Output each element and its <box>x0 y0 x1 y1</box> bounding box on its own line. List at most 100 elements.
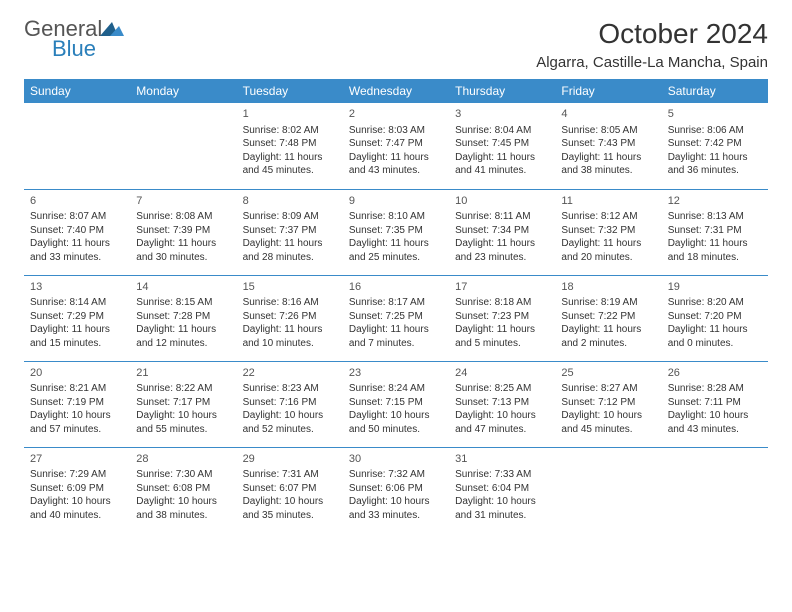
day-cell: 14Sunrise: 8:15 AMSunset: 7:28 PMDayligh… <box>130 275 236 361</box>
day-number: 3 <box>455 107 549 122</box>
day-cell: 12Sunrise: 8:13 AMSunset: 7:31 PMDayligh… <box>662 189 768 275</box>
day-cell: 6Sunrise: 8:07 AMSunset: 7:40 PMDaylight… <box>24 189 130 275</box>
daylight-text: Daylight: 11 hours <box>455 323 549 337</box>
daylight-text: and 47 minutes. <box>455 423 549 437</box>
sunset-text: Sunset: 7:43 PM <box>561 137 655 151</box>
day-header-tuesday: Tuesday <box>237 79 343 103</box>
daylight-text: and 57 minutes. <box>30 423 124 437</box>
daylight-text: and 18 minutes. <box>668 251 762 265</box>
daylight-text: Daylight: 10 hours <box>349 495 443 509</box>
day-number: 15 <box>243 280 337 295</box>
daylight-text: Daylight: 11 hours <box>243 237 337 251</box>
sunset-text: Sunset: 7:39 PM <box>136 224 230 238</box>
day-cell: 30Sunrise: 7:32 AMSunset: 6:06 PMDayligh… <box>343 447 449 533</box>
daylight-text: and 43 minutes. <box>668 423 762 437</box>
day-cell: 18Sunrise: 8:19 AMSunset: 7:22 PMDayligh… <box>555 275 661 361</box>
daylight-text: Daylight: 11 hours <box>561 323 655 337</box>
day-cell: 17Sunrise: 8:18 AMSunset: 7:23 PMDayligh… <box>449 275 555 361</box>
day-number: 27 <box>30 452 124 467</box>
day-cell: 22Sunrise: 8:23 AMSunset: 7:16 PMDayligh… <box>237 361 343 447</box>
daylight-text: and 41 minutes. <box>455 164 549 178</box>
daylight-text: Daylight: 11 hours <box>30 237 124 251</box>
daylight-text: and 20 minutes. <box>561 251 655 265</box>
daylight-text: Daylight: 10 hours <box>349 409 443 423</box>
daylight-text: Daylight: 10 hours <box>455 495 549 509</box>
day-cell: 21Sunrise: 8:22 AMSunset: 7:17 PMDayligh… <box>130 361 236 447</box>
sunset-text: Sunset: 6:08 PM <box>136 482 230 496</box>
sunrise-text: Sunrise: 7:33 AM <box>455 468 549 482</box>
day-header-thursday: Thursday <box>449 79 555 103</box>
daylight-text: and 12 minutes. <box>136 337 230 351</box>
day-header-wednesday: Wednesday <box>343 79 449 103</box>
day-cell: 23Sunrise: 8:24 AMSunset: 7:15 PMDayligh… <box>343 361 449 447</box>
sunrise-text: Sunrise: 7:30 AM <box>136 468 230 482</box>
daylight-text: Daylight: 10 hours <box>30 409 124 423</box>
sunset-text: Sunset: 7:26 PM <box>243 310 337 324</box>
daylight-text: and 38 minutes. <box>136 509 230 523</box>
sunrise-text: Sunrise: 8:09 AM <box>243 210 337 224</box>
sunrise-text: Sunrise: 8:15 AM <box>136 296 230 310</box>
daylight-text: and 31 minutes. <box>455 509 549 523</box>
sunset-text: Sunset: 7:22 PM <box>561 310 655 324</box>
sunrise-text: Sunrise: 8:18 AM <box>455 296 549 310</box>
day-number: 4 <box>561 107 655 122</box>
sunrise-text: Sunrise: 8:11 AM <box>455 210 549 224</box>
day-cell: 2Sunrise: 8:03 AMSunset: 7:47 PMDaylight… <box>343 103 449 189</box>
daylight-text: Daylight: 10 hours <box>455 409 549 423</box>
sunset-text: Sunset: 7:23 PM <box>455 310 549 324</box>
sunrise-text: Sunrise: 8:03 AM <box>349 124 443 138</box>
daylight-text: Daylight: 11 hours <box>455 237 549 251</box>
sunset-text: Sunset: 7:34 PM <box>455 224 549 238</box>
calendar-table: Sunday Monday Tuesday Wednesday Thursday… <box>24 79 768 533</box>
daylight-text: Daylight: 10 hours <box>136 409 230 423</box>
day-number: 10 <box>455 194 549 209</box>
calendar-row: 1Sunrise: 8:02 AMSunset: 7:48 PMDaylight… <box>24 103 768 189</box>
daylight-text: and 15 minutes. <box>30 337 124 351</box>
daylight-text: and 2 minutes. <box>561 337 655 351</box>
sunrise-text: Sunrise: 8:28 AM <box>668 382 762 396</box>
sunrise-text: Sunrise: 8:12 AM <box>561 210 655 224</box>
sunset-text: Sunset: 6:06 PM <box>349 482 443 496</box>
daylight-text: and 10 minutes. <box>243 337 337 351</box>
day-cell: 16Sunrise: 8:17 AMSunset: 7:25 PMDayligh… <box>343 275 449 361</box>
day-number: 1 <box>243 107 337 122</box>
daylight-text: Daylight: 11 hours <box>561 151 655 165</box>
sunset-text: Sunset: 7:28 PM <box>136 310 230 324</box>
day-number: 25 <box>561 366 655 381</box>
daylight-text: and 25 minutes. <box>349 251 443 265</box>
calendar-body: 1Sunrise: 8:02 AMSunset: 7:48 PMDaylight… <box>24 103 768 533</box>
month-title: October 2024 <box>536 18 768 50</box>
day-cell: 31Sunrise: 7:33 AMSunset: 6:04 PMDayligh… <box>449 447 555 533</box>
day-number: 20 <box>30 366 124 381</box>
daylight-text: Daylight: 11 hours <box>349 151 443 165</box>
daylight-text: Daylight: 10 hours <box>243 409 337 423</box>
daylight-text: and 30 minutes. <box>136 251 230 265</box>
day-cell: 9Sunrise: 8:10 AMSunset: 7:35 PMDaylight… <box>343 189 449 275</box>
daylight-text: Daylight: 10 hours <box>136 495 230 509</box>
sunset-text: Sunset: 7:16 PM <box>243 396 337 410</box>
sunrise-text: Sunrise: 8:13 AM <box>668 210 762 224</box>
sunset-text: Sunset: 7:29 PM <box>30 310 124 324</box>
day-header-friday: Friday <box>555 79 661 103</box>
day-number: 13 <box>30 280 124 295</box>
calendar-row: 27Sunrise: 7:29 AMSunset: 6:09 PMDayligh… <box>24 447 768 533</box>
day-cell: 3Sunrise: 8:04 AMSunset: 7:45 PMDaylight… <box>449 103 555 189</box>
sunset-text: Sunset: 7:12 PM <box>561 396 655 410</box>
day-number: 23 <box>349 366 443 381</box>
day-cell: 11Sunrise: 8:12 AMSunset: 7:32 PMDayligh… <box>555 189 661 275</box>
sunrise-text: Sunrise: 8:02 AM <box>243 124 337 138</box>
day-header-sunday: Sunday <box>24 79 130 103</box>
daylight-text: Daylight: 11 hours <box>30 323 124 337</box>
header: General Blue October 2024 Algarra, Casti… <box>24 18 768 71</box>
day-number: 12 <box>668 194 762 209</box>
daylight-text: and 33 minutes. <box>349 509 443 523</box>
day-cell: 28Sunrise: 7:30 AMSunset: 6:08 PMDayligh… <box>130 447 236 533</box>
day-cell <box>130 103 236 189</box>
day-cell: 4Sunrise: 8:05 AMSunset: 7:43 PMDaylight… <box>555 103 661 189</box>
logo-text: General Blue <box>24 18 124 60</box>
daylight-text: Daylight: 10 hours <box>668 409 762 423</box>
day-header-row: Sunday Monday Tuesday Wednesday Thursday… <box>24 79 768 103</box>
day-number: 17 <box>455 280 549 295</box>
day-number: 31 <box>455 452 549 467</box>
day-number: 18 <box>561 280 655 295</box>
